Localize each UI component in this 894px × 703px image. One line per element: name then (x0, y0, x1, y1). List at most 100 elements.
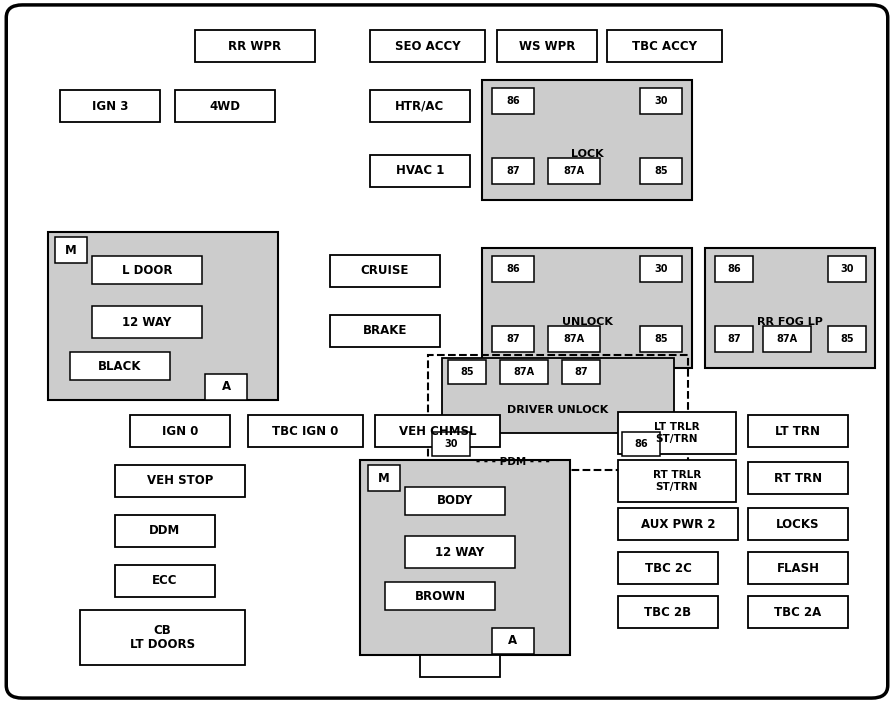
Text: 86: 86 (506, 264, 519, 274)
Bar (92, 256, 202, 284)
Bar (442, 358, 674, 433)
Bar (548, 326, 600, 352)
Text: 87A: 87A (776, 334, 797, 344)
Text: L DOOR: L DOOR (122, 264, 173, 276)
Text: LOCK: LOCK (570, 149, 603, 159)
Text: M: M (378, 472, 390, 484)
Text: 87A: 87A (563, 166, 585, 176)
Bar (175, 90, 275, 122)
Text: TBC 2C: TBC 2C (645, 562, 691, 574)
Bar (92, 306, 202, 338)
Bar (70, 352, 170, 380)
Bar (618, 460, 736, 502)
Bar (370, 155, 470, 187)
Text: 85: 85 (460, 367, 474, 377)
Bar (482, 248, 692, 368)
Text: 87A: 87A (563, 334, 585, 344)
Text: 85: 85 (654, 334, 668, 344)
Bar (420, 655, 500, 677)
Bar (55, 237, 87, 263)
Text: 85: 85 (654, 166, 668, 176)
Text: A: A (509, 635, 518, 647)
Bar (492, 88, 534, 114)
Bar (618, 552, 718, 584)
Text: AUX PWR 2: AUX PWR 2 (641, 517, 715, 531)
Text: TBC 2B: TBC 2B (645, 605, 692, 619)
Bar (370, 90, 470, 122)
Text: VEH STOP: VEH STOP (147, 475, 213, 487)
Bar (370, 30, 485, 62)
Bar (497, 30, 597, 62)
Text: 12 WAY: 12 WAY (122, 316, 172, 328)
Text: IGN 3: IGN 3 (92, 100, 128, 112)
Bar (748, 462, 848, 494)
Text: ECC: ECC (152, 574, 178, 588)
Text: LOCKS: LOCKS (776, 517, 820, 531)
Bar (640, 256, 682, 282)
Bar (432, 432, 470, 456)
Text: 4WD: 4WD (209, 100, 240, 112)
Bar (492, 628, 534, 654)
Text: 87: 87 (506, 334, 519, 344)
Text: IGN 0: IGN 0 (162, 425, 198, 437)
Text: DRIVER UNLOCK: DRIVER UNLOCK (508, 405, 609, 415)
Bar (405, 487, 505, 515)
Bar (763, 326, 811, 352)
Text: BODY: BODY (437, 494, 473, 508)
Text: TBC IGN 0: TBC IGN 0 (273, 425, 339, 437)
Text: 87: 87 (574, 367, 588, 377)
Bar (618, 412, 736, 454)
Text: RR FOG LP: RR FOG LP (757, 317, 823, 327)
Text: 30: 30 (444, 439, 458, 449)
Text: RT TRLR
ST/TRN: RT TRLR ST/TRN (653, 470, 701, 492)
Text: 86: 86 (634, 439, 648, 449)
Text: 30: 30 (654, 264, 668, 274)
Text: 87A: 87A (513, 367, 535, 377)
Text: A: A (222, 380, 231, 394)
Bar (748, 552, 848, 584)
Text: LT TRN: LT TRN (775, 425, 821, 437)
Bar (492, 326, 534, 352)
Bar (448, 360, 486, 384)
Bar (48, 232, 278, 400)
Bar (405, 536, 515, 568)
Text: HTR/AC: HTR/AC (395, 100, 444, 112)
Bar (428, 355, 688, 470)
Bar (618, 508, 738, 540)
Bar (715, 256, 753, 282)
Bar (60, 90, 160, 122)
Bar (492, 158, 534, 184)
Text: M: M (65, 243, 77, 257)
Bar (618, 596, 718, 628)
Bar (130, 415, 230, 447)
Text: UNLOCK: UNLOCK (561, 317, 612, 327)
Bar (375, 415, 500, 447)
Text: 86: 86 (506, 96, 519, 106)
Bar (115, 565, 215, 597)
Text: HVAC 1: HVAC 1 (396, 165, 444, 177)
Bar (115, 465, 245, 497)
Bar (80, 610, 245, 665)
Text: CB
LT DOORS: CB LT DOORS (130, 624, 195, 652)
Bar (607, 30, 722, 62)
Bar (500, 360, 548, 384)
Text: CRUISE: CRUISE (361, 264, 409, 278)
Bar (368, 465, 400, 491)
Bar (205, 374, 247, 400)
Bar (705, 248, 875, 368)
Text: TBC 2A: TBC 2A (774, 605, 822, 619)
Bar (715, 326, 753, 352)
Text: LT TRLR
ST/TRN: LT TRLR ST/TRN (654, 423, 700, 444)
Bar (622, 432, 660, 456)
Text: - - - PDM - - -: - - - PDM - - - (477, 457, 550, 467)
Text: BRAKE: BRAKE (363, 325, 407, 337)
Text: TBC ACCY: TBC ACCY (632, 39, 697, 53)
Text: 87: 87 (727, 334, 741, 344)
Text: VEH CHMSL: VEH CHMSL (399, 425, 477, 437)
Bar (482, 80, 692, 200)
Bar (828, 256, 866, 282)
Bar (562, 360, 600, 384)
Bar (748, 508, 848, 540)
FancyBboxPatch shape (6, 5, 888, 698)
Bar (640, 88, 682, 114)
